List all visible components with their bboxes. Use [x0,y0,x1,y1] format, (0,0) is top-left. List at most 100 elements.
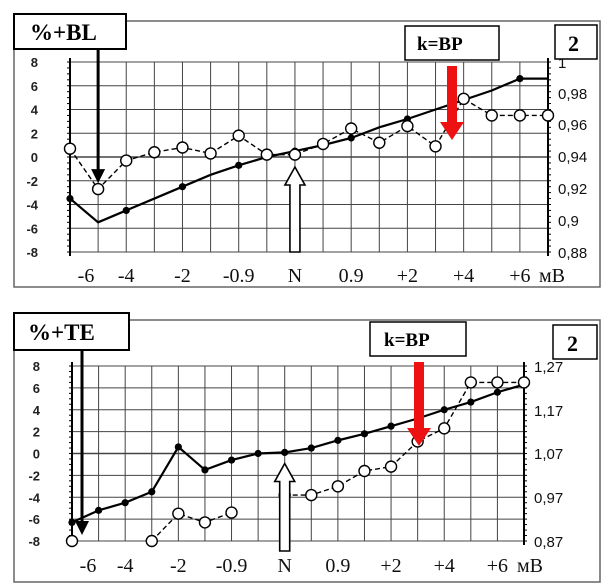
series-dashed-line [284,381,524,496]
x-tick-label: N [288,265,302,287]
series-solid-line [71,383,525,524]
x-tick-label: N [277,555,291,577]
series-dashed-point [204,147,217,160]
x-tick-label: -2 [174,265,191,287]
x-tick-label: +2 [380,555,401,577]
right-tick-label: 0,98 [558,86,587,103]
x-tick-label: -0.9 [223,265,255,287]
left-tick-label: 0 [31,150,38,165]
series-dashed-point [305,488,318,502]
series-dashed-line [151,511,232,542]
left-tick-label: -4 [28,490,40,505]
panel1-marks [63,49,555,253]
series-dashed-point [373,136,386,149]
series-dashed-point [232,129,245,142]
series-dashed-point [316,137,330,151]
series-solid-point [334,436,342,444]
left-tick-label: 4 [33,403,41,418]
x-tick-label: +4 [434,555,455,577]
left-tick-label: 6 [33,381,40,396]
right-tick-label: 0,92 [558,181,587,198]
red-arrow-shaft [414,362,424,430]
left-tick-label: -8 [26,245,38,260]
series-solid-point [148,488,156,496]
x-unit-label: мВ [539,265,565,287]
series-solid-point [94,506,103,514]
series-dashed-point [145,534,158,548]
series-dashed-point [384,460,398,473]
x-tick-label: 0.9 [325,555,350,577]
red-arrow-shaft [447,66,457,124]
panel1-label-box [13,13,127,50]
right-tick-label: 0,9 [558,213,579,230]
down-arrow-head [91,169,106,184]
series-solid-point [227,456,236,464]
series-solid-point [347,134,355,142]
series-solid-point [387,422,395,430]
left-tick-label: -6 [26,221,38,236]
panel1-k-label: k=BP [417,34,463,55]
series-dashed-point [344,122,358,135]
x-tick-label: -2 [170,555,187,577]
panel2-number-box [552,324,598,360]
series-dashed-point [513,109,527,122]
series-dashed-point [464,376,478,389]
panel2-marks [65,350,531,552]
x-tick-label: -0.9 [216,555,248,577]
x-tick-label: +2 [397,265,418,287]
series-dashed-point [225,506,238,519]
x-tick-label: -4 [117,555,134,577]
x-tick-label: +4 [453,265,474,287]
series-dashed-line [69,97,548,191]
left-tick-label: 8 [31,55,38,70]
panel1-label: %+BL [30,20,97,45]
series-solid-point [178,183,187,191]
series-solid-point [68,518,76,527]
series-dashed-point [331,480,345,493]
series-dashed-point [358,464,371,478]
x-tick-label: +6 [487,555,508,577]
series-dashed-point [485,109,498,122]
left-tick-label: -4 [26,198,38,213]
right-tick-label: 1,17 [534,403,563,420]
x-tick-label: -6 [80,555,97,577]
series-solid-point [122,206,130,215]
left-tick-label: -6 [28,512,40,527]
left-tick-label: -2 [28,468,40,483]
down-arrow-head [75,521,89,535]
hollow-up-arrow [273,461,297,552]
left-tick-label: 2 [31,126,38,141]
right-tick-label: 0,97 [534,490,563,507]
series-dashed-point [65,534,79,548]
series-dashed-point [91,182,105,196]
series-solid-point [493,388,502,396]
x-tick-label: -6 [78,265,95,287]
right-tick-label: 1,27 [534,359,563,376]
series-solid-point [360,430,369,438]
series-dashed-point [172,507,185,520]
series-solid-point [121,499,129,507]
series-dashed-point [457,92,470,106]
series-dashed-point [198,516,212,529]
series-solid-point [174,443,182,451]
panel2-frame [13,319,601,583]
series-dashed-point [491,376,504,389]
series-dashed-point [176,141,189,154]
right-tick-label: 0,87 [534,534,563,551]
left-tick-label: 8 [33,359,40,374]
series-solid-line [69,77,548,224]
x-tick-label: -4 [118,265,135,287]
series-solid-point [281,448,289,457]
left-tick-label: 6 [31,79,38,94]
series-dashed-point [429,140,442,153]
series-dashed-point [517,376,531,389]
left-tick-label: 4 [31,103,39,118]
panel1-frame [13,20,601,288]
panel1-grid: 8 6 4 2 0 -2 -4 -6 -8 1 0,98 0,96 0,94 0,92 0,9 0,88 -6 -… [26,55,587,287]
x-unit-label: мВ [517,555,543,577]
series-solid-point [307,444,315,452]
series-dashed-point [260,148,274,161]
right-tick-label: 0,88 [558,245,587,262]
series-solid-point [440,406,448,414]
